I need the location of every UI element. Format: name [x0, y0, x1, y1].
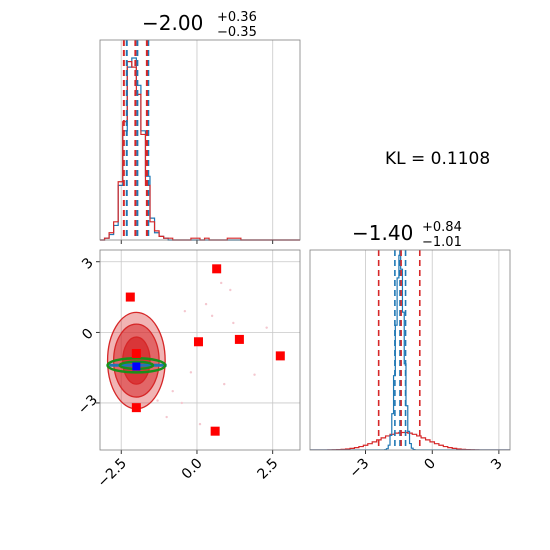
y-marginal-ticks: −3 0 3	[346, 450, 506, 482]
joint-scatter-points	[156, 281, 268, 426]
y-marginal-histograms	[310, 254, 510, 450]
joint-scatter-point	[183, 309, 187, 313]
y-marginal-histogram-blue	[310, 254, 510, 450]
x-marginal-title-lower: −0.35	[217, 25, 257, 40]
joint-scatter-point	[253, 373, 256, 376]
y-marginal-grid	[365, 250, 500, 450]
joint-scatter-point	[232, 321, 235, 325]
joint-scatter-point	[165, 415, 168, 419]
joint-y-tick-label: −3	[75, 392, 101, 418]
joint-red-square-marker	[210, 426, 220, 436]
x-marginal-quantile-lines	[122, 40, 150, 240]
y-marginal-title-median: −1.40	[352, 221, 413, 245]
joint-scatter-point	[210, 314, 214, 318]
joint-scatter-point	[189, 371, 193, 374]
x-marginal-title-upper: +0.36	[217, 10, 257, 25]
y-marginal-title-upper: +0.84	[422, 220, 462, 235]
joint-x-tick-label: 0.0	[179, 456, 206, 483]
y-marginal-tick-label: −3	[346, 456, 372, 482]
x-marginal-histograms	[100, 57, 300, 241]
joint-red-square-marker	[131, 349, 141, 359]
joint-x-tick-label: −2.5	[95, 456, 130, 491]
y-marginal-tick-label: 3	[488, 456, 506, 474]
y-marginal-title-lower: −1.01	[422, 235, 462, 250]
kl-divergence-label: KL = 0.1108	[385, 149, 490, 169]
joint-red-square-marker	[275, 351, 285, 361]
y-marginal-quantile-lines	[377, 250, 421, 450]
joint-grid	[100, 250, 300, 450]
joint-ticks: −2.5 0.0 2.5 3 0 −3	[75, 255, 282, 491]
joint-x-tick-label: 2.5	[254, 456, 281, 483]
y-marginal-panel: −1.40 +0.84 −1.01 −3 0 3	[309, 220, 511, 482]
x-marginal-histogram-series-1	[100, 61, 300, 241]
joint-red-square-marker	[234, 334, 244, 344]
joint-blue-square-marker	[132, 362, 141, 371]
x-marginal-panel: −2.00 +0.36 −0.35	[99, 10, 301, 244]
joint-scatter-point	[265, 326, 268, 329]
x-marginal-histogram-series-0	[100, 57, 300, 241]
y-marginal-tick-label: 0	[421, 456, 439, 474]
x-marginal-frame	[99, 39, 301, 241]
x-marginal-grid	[120, 40, 274, 240]
joint-scatter-point	[171, 389, 174, 393]
x-marginal-title-median: −2.00	[142, 11, 203, 35]
joint-red-square-marker	[193, 337, 203, 347]
joint-scatter-point	[220, 281, 223, 285]
x-marginal-ticks	[120, 240, 274, 244]
joint-scatter-point	[229, 288, 232, 292]
joint-red-square-marker	[131, 403, 141, 413]
joint-scatter-point	[223, 382, 226, 386]
joint-red-square-marker	[212, 264, 222, 274]
y-marginal-frame	[309, 249, 511, 451]
joint-green-contour	[106, 356, 167, 374]
joint-frame	[99, 249, 301, 451]
joint-red-square-marker	[125, 292, 135, 302]
joint-scatter-point	[156, 399, 159, 402]
joint-scatter-point	[198, 422, 202, 426]
joint-y-tick-label: 0	[79, 326, 97, 344]
joint-scatter-point	[204, 302, 208, 306]
joint-y-tick-label: 3	[79, 255, 97, 273]
joint-square-markers	[125, 264, 285, 436]
joint-scatter-point	[180, 401, 184, 405]
joint-panel: −2.5 0.0 2.5 3 0 −3	[75, 249, 301, 491]
